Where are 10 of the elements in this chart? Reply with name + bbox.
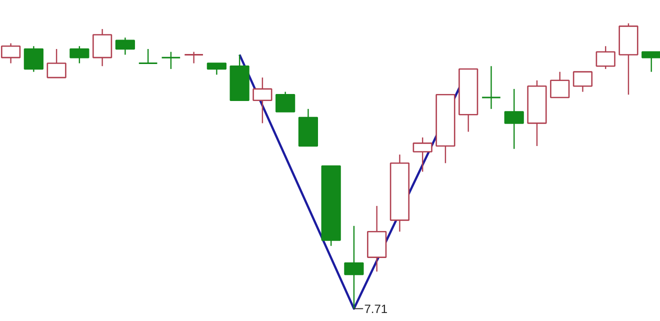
annotation: 7.71 [364, 302, 388, 316]
candlestick [115, 36, 135, 56]
candlestick [481, 66, 502, 110]
candlestick [390, 154, 410, 232]
candlestick [92, 28, 112, 67]
candlestick [344, 225, 364, 310]
candlestick [24, 46, 44, 72]
candlestick [367, 205, 387, 272]
candlestick [504, 88, 524, 150]
candlestick [252, 76, 272, 124]
